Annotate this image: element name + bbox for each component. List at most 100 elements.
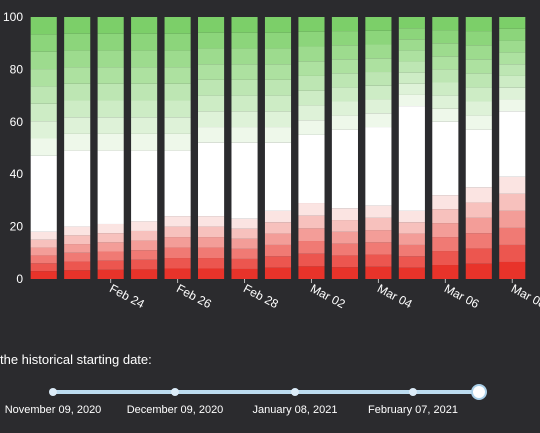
bar-segment-green (30, 138, 57, 156)
bar-segment-red (331, 255, 358, 268)
bar-segment-green (198, 79, 225, 96)
bar-segment-green (499, 40, 526, 53)
bar-segment-green (164, 50, 191, 68)
bar-segment-green (264, 48, 292, 65)
bar-segment-red (398, 244, 425, 257)
bar-segment-green (231, 32, 258, 49)
bar-segment-red (64, 252, 91, 262)
bar-segment-green (97, 100, 124, 118)
bar-segment-green (231, 95, 258, 112)
bar-segment-red (465, 263, 492, 279)
bar-segment-green (398, 17, 425, 29)
bar-segment-green (298, 17, 325, 32)
slider-track[interactable] (53, 390, 479, 394)
bar-segment-red (198, 268, 225, 279)
slider-handle[interactable] (471, 384, 487, 400)
bar-segment-green (499, 64, 526, 76)
x-tick-label: Feb 24 (107, 281, 147, 311)
bar-segment-green (465, 31, 492, 46)
bar-segment-green (231, 64, 258, 80)
bar-segment-green (465, 101, 492, 116)
bar-segment-green (331, 45, 358, 60)
bar-segment-green (298, 105, 325, 121)
bar-segment-red (465, 187, 492, 203)
bar-segment-red (365, 205, 392, 218)
bar-segment-green (198, 111, 225, 128)
bar-segment-red (331, 208, 358, 221)
bar-segment-red (164, 247, 191, 259)
bar-segment-green (432, 69, 459, 83)
bar-segment-red (298, 241, 325, 254)
bar-segment-neutral (198, 142, 225, 217)
bar-segment-green (164, 133, 191, 151)
bar-segment-red (264, 233, 292, 245)
bar-segment-red (64, 270, 91, 279)
bar-segment-green (398, 72, 425, 84)
bar-segment-green (331, 115, 358, 130)
bar-segment-green (365, 17, 392, 31)
bar-segment-red (398, 233, 425, 245)
starting-date-prompt: the historical starting date: (0, 352, 152, 367)
bar-segment-neutral (499, 111, 526, 177)
bar-segment-green (264, 17, 292, 33)
bar-segment-green (97, 33, 124, 51)
bar-segment-red (231, 248, 258, 259)
date-range-slider[interactable]: November 09, 2020 December 09, 2020 Janu… (0, 380, 540, 433)
bar-segment-green (298, 31, 325, 47)
bar-segment-red (465, 202, 492, 218)
bar-segment-red (231, 238, 258, 249)
bar-segment-red (30, 271, 57, 279)
bar-segment-green (298, 61, 325, 76)
bar-segment-red (432, 195, 459, 210)
bar-segment-green (398, 28, 425, 40)
bar-segment-red (398, 267, 425, 279)
bar-segment-green (64, 67, 91, 84)
bar-segment-red (499, 176, 526, 194)
y-tick-label: 80 (10, 62, 24, 76)
bar-segment-green (432, 30, 459, 44)
bar-segment-red (64, 261, 91, 271)
bar-segment-red (432, 223, 459, 238)
bar-segment-red (30, 239, 57, 248)
bar-segment-red (198, 247, 225, 259)
bar-segment-green (231, 127, 258, 143)
x-tick-label: Mar 06 (442, 281, 482, 311)
bar-segment-green (298, 46, 325, 62)
bar-segment-green (64, 100, 91, 118)
bar-segment-red (331, 220, 358, 232)
x-tick-label: Mar 02 (308, 281, 348, 311)
bar-segment-green (398, 61, 425, 73)
bar-segment-green (30, 51, 57, 70)
bar-segment-green (499, 52, 526, 65)
bar-segment-green (264, 95, 292, 112)
bar-segment-green (465, 45, 492, 60)
bar-segment-green (231, 17, 258, 33)
bar-segment-green (64, 33, 91, 51)
bar-segment-green (331, 101, 358, 116)
bar-segment-red (131, 269, 158, 279)
bar-segment-green (131, 50, 158, 68)
bar-segment-red (131, 259, 158, 270)
bar-segment-neutral (231, 142, 258, 219)
bar-segment-green (331, 17, 358, 32)
bar-segment-green (164, 100, 191, 118)
bar-segment-green (298, 90, 325, 106)
slider-tick-nov[interactable] (49, 388, 57, 396)
x-tick-label: Mar 04 (375, 281, 415, 311)
bar-segment-neutral (398, 106, 425, 211)
bar-segment-green (97, 133, 124, 151)
bar-segment-red (298, 203, 325, 216)
bar-segment-green (331, 73, 358, 88)
bar-segment-green (365, 99, 392, 114)
bar-segment-red (164, 237, 191, 248)
bar-segment-green (30, 121, 57, 139)
bar-segment-red (97, 251, 124, 261)
bar-segment-red (432, 265, 459, 279)
bar-segment-green (432, 82, 459, 96)
slider-tick-dec[interactable] (171, 388, 179, 396)
bar-segment-green (398, 50, 425, 62)
slider-tick-jan[interactable] (291, 388, 299, 396)
bar-segment-green (432, 95, 459, 109)
stacked-bar-chart: 0 20 40 60 80 100 Feb 24 Feb 26 Feb 28 Mar 02 Mar … (3, 10, 540, 311)
slider-tick-feb[interactable] (409, 388, 417, 396)
